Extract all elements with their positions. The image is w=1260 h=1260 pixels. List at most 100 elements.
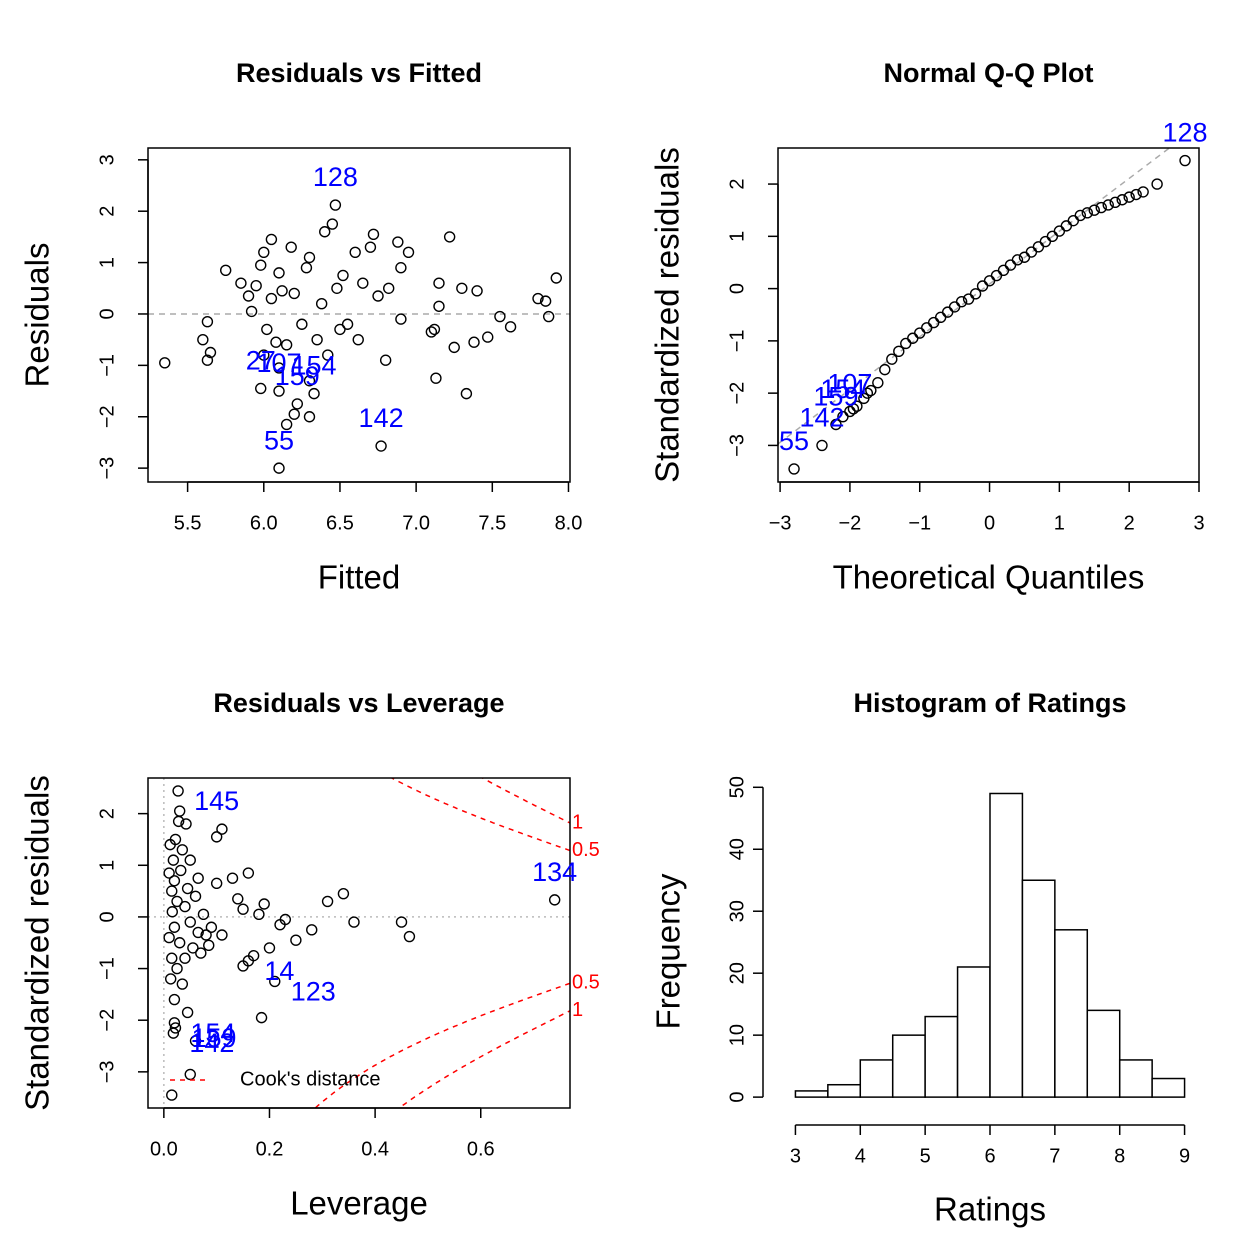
point <box>460 387 473 400</box>
point <box>163 931 175 944</box>
bar <box>924 1015 959 1098</box>
point <box>550 272 562 284</box>
point <box>349 246 361 259</box>
point <box>331 282 343 294</box>
y-axis-title: Standardized residuals <box>19 775 56 1111</box>
point <box>197 908 210 921</box>
point <box>245 305 258 318</box>
point <box>1179 154 1191 167</box>
point <box>203 939 215 952</box>
point-label: 14 <box>264 956 294 986</box>
cook-contour <box>314 982 570 1108</box>
point <box>280 418 293 431</box>
y-axis-title: Residuals <box>19 243 56 388</box>
point <box>200 929 212 941</box>
x-tick-label: 0 <box>984 512 995 534</box>
point <box>291 398 303 410</box>
point <box>348 916 360 928</box>
point <box>258 246 270 259</box>
x-tick-label: 6 <box>984 1145 995 1167</box>
point <box>471 285 483 297</box>
point <box>166 952 178 964</box>
point <box>337 269 349 282</box>
point <box>504 321 517 333</box>
point <box>242 290 255 302</box>
point <box>1116 194 1128 206</box>
point <box>192 872 204 884</box>
point <box>315 297 328 310</box>
point <box>379 354 392 366</box>
point <box>176 978 189 990</box>
point <box>180 818 192 830</box>
point <box>430 372 442 384</box>
bar <box>1054 929 1089 1098</box>
point <box>172 785 184 797</box>
x-axis-title: Ratings <box>934 1191 1046 1228</box>
point-label: 154 <box>292 351 337 381</box>
point <box>306 924 318 936</box>
point <box>357 277 369 289</box>
point <box>226 872 239 884</box>
point <box>969 288 982 300</box>
y-tick-label: 2 <box>96 808 118 819</box>
point <box>288 408 300 420</box>
point <box>322 349 334 361</box>
point <box>204 346 217 359</box>
point <box>395 262 407 274</box>
point <box>1095 201 1107 214</box>
point-label: 27 <box>246 346 276 376</box>
point-label: 134 <box>532 857 577 887</box>
x-axis-title: Theoretical Quantiles <box>833 559 1145 596</box>
point <box>242 867 255 879</box>
point <box>166 1089 178 1101</box>
point <box>321 895 334 908</box>
panel: Residuals vs Leverage Leverage Standardize… <box>19 688 600 1222</box>
cook-level-label: 1 <box>572 811 583 833</box>
point <box>1123 191 1135 203</box>
y-axis-title: Standardized residuals <box>649 147 686 483</box>
point <box>468 336 480 348</box>
point <box>392 236 404 248</box>
point <box>168 875 181 887</box>
x-tick-label: 0.4 <box>361 1138 389 1160</box>
y-tick-label: 0 <box>96 911 118 922</box>
point <box>1109 196 1121 209</box>
y-tick-label: 2 <box>726 179 748 190</box>
point <box>255 259 267 271</box>
point-label: 107 <box>827 369 872 399</box>
point <box>176 844 189 856</box>
point <box>861 387 874 399</box>
point <box>179 900 191 913</box>
point <box>250 280 262 292</box>
point-label: 123 <box>291 977 336 1007</box>
y-tick-label: 1 <box>96 257 118 268</box>
point <box>270 336 282 348</box>
point <box>395 916 408 928</box>
plot-area <box>148 778 570 1108</box>
point <box>395 313 407 325</box>
y-tick-label: −1 <box>96 354 118 377</box>
chart-title: Residuals vs Fitted <box>236 58 482 88</box>
point <box>276 285 288 297</box>
point <box>219 264 232 276</box>
bar <box>1151 1077 1186 1098</box>
chart-title: Residuals vs Leverage <box>213 688 504 718</box>
x-tick-label: 8 <box>1114 1145 1125 1167</box>
x-tick-label: 3 <box>1193 512 1204 534</box>
point <box>844 405 856 418</box>
point <box>448 341 460 354</box>
point-label: 142 <box>189 1028 234 1058</box>
point-label: 128 <box>313 162 358 192</box>
point <box>1011 254 1024 266</box>
point <box>433 300 445 312</box>
bar <box>794 1090 829 1098</box>
point <box>168 921 181 933</box>
y-tick-label: 0 <box>726 283 748 294</box>
point <box>187 942 199 954</box>
point <box>261 323 273 336</box>
y-axis-title: Frequency <box>650 873 687 1029</box>
point <box>428 323 441 336</box>
bar <box>859 1059 894 1098</box>
point <box>179 952 191 964</box>
